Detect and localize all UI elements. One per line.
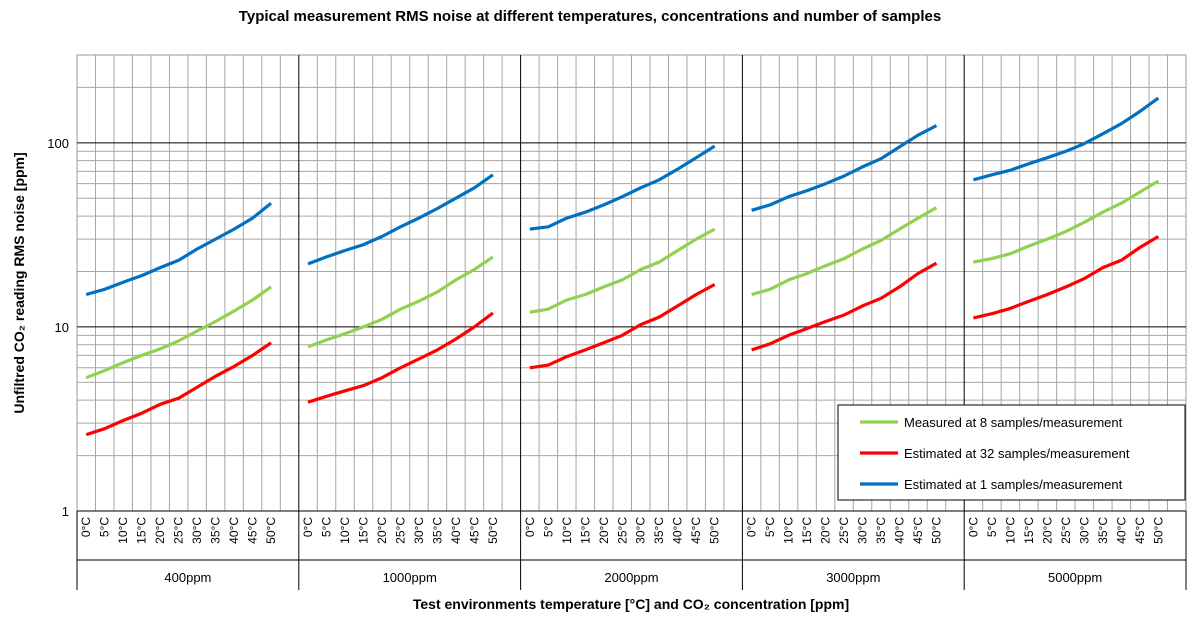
group-label: 5000ppm <box>1048 570 1102 585</box>
x-tick-label: 5°C <box>763 517 777 537</box>
x-tick-label: 15°C <box>800 517 814 544</box>
x-tick-label: 50°C <box>708 517 722 544</box>
x-tick-label: 15°C <box>135 517 149 544</box>
x-tick-label: 0°C <box>966 517 980 537</box>
x-tick-label: 25°C <box>1059 517 1073 544</box>
group-label: 3000ppm <box>826 570 880 585</box>
x-tick-label: 10°C <box>1003 517 1017 544</box>
x-axis-title: Test environments temperature [°C] and C… <box>413 596 849 612</box>
x-tick-label: 35°C <box>209 517 223 544</box>
x-tick-label: 0°C <box>301 517 315 537</box>
x-tick-label: 20°C <box>375 517 389 544</box>
x-tick-label: 25°C <box>615 517 629 544</box>
x-tick-label: 20°C <box>1040 517 1054 544</box>
y-tick-label: 10 <box>55 320 69 335</box>
x-tick-label: 10°C <box>782 517 796 544</box>
y-axis-title: Unfiltred CO₂ reading RMS noise [ppm] <box>11 152 27 413</box>
x-tick-label: 30°C <box>190 517 204 544</box>
x-tick-label: 50°C <box>929 517 943 544</box>
x-tick-label: 0°C <box>79 517 93 537</box>
x-tick-label: 35°C <box>874 517 888 544</box>
x-tick-label: 0°C <box>523 517 537 537</box>
x-tick-label: 40°C <box>449 517 463 544</box>
x-tick-label: 5°C <box>985 517 999 537</box>
x-tick-label: 10°C <box>116 517 130 544</box>
x-tick-label: 10°C <box>560 517 574 544</box>
x-tick-label: 0°C <box>745 517 759 537</box>
x-tick-label: 20°C <box>153 517 167 544</box>
x-tick-label: 35°C <box>652 517 666 544</box>
x-tick-label: 5°C <box>541 517 555 537</box>
group-label: 400ppm <box>164 570 211 585</box>
x-tick-label: 45°C <box>1133 517 1147 544</box>
legend-label: Estimated at 32 samples/measurement <box>904 446 1130 461</box>
x-tick-label: 40°C <box>227 517 241 544</box>
series-line <box>85 96 1160 297</box>
x-tick-label: 45°C <box>689 517 703 544</box>
x-tick-label: 25°C <box>172 517 186 544</box>
x-tick-label: 5°C <box>320 517 334 537</box>
x-tick-label: 40°C <box>671 517 685 544</box>
legend-label: Estimated at 1 samples/measurement <box>904 477 1123 492</box>
x-tick-label: 45°C <box>246 517 260 544</box>
y-tick-label: 1 <box>62 504 69 519</box>
group-label: 1000ppm <box>383 570 437 585</box>
x-tick-label: 40°C <box>893 517 907 544</box>
x-tick-label: 35°C <box>1096 517 1110 544</box>
series-line <box>85 179 1160 380</box>
x-tick-label: 25°C <box>837 517 851 544</box>
x-tick-label: 20°C <box>597 517 611 544</box>
x-tick-label: 45°C <box>911 517 925 544</box>
x-tick-label: 20°C <box>819 517 833 544</box>
x-tick-label: 30°C <box>412 517 426 544</box>
x-tick-label: 50°C <box>1151 517 1165 544</box>
x-tick-label: 15°C <box>578 517 592 544</box>
x-tick-label: 50°C <box>486 517 500 544</box>
x-tick-label: 35°C <box>430 517 444 544</box>
x-tick-label: 40°C <box>1114 517 1128 544</box>
x-tick-label: 25°C <box>393 517 407 544</box>
x-tick-label: 10°C <box>338 517 352 544</box>
y-tick-label: 100 <box>47 136 69 151</box>
x-tick-label: 30°C <box>1077 517 1091 544</box>
x-tick-label: 30°C <box>634 517 648 544</box>
x-tick-label: 30°C <box>856 517 870 544</box>
legend-label: Measured at 8 samples/measurement <box>904 415 1123 430</box>
x-tick-label: 15°C <box>1022 517 1036 544</box>
group-label: 2000ppm <box>604 570 658 585</box>
chart-title: Typical measurement RMS noise at differe… <box>239 8 941 25</box>
series-line <box>85 235 1160 437</box>
x-tick-label: 50°C <box>264 517 278 544</box>
x-tick-label: 15°C <box>356 517 370 544</box>
x-tick-label: 5°C <box>98 517 112 537</box>
x-tick-label: 45°C <box>467 517 481 544</box>
